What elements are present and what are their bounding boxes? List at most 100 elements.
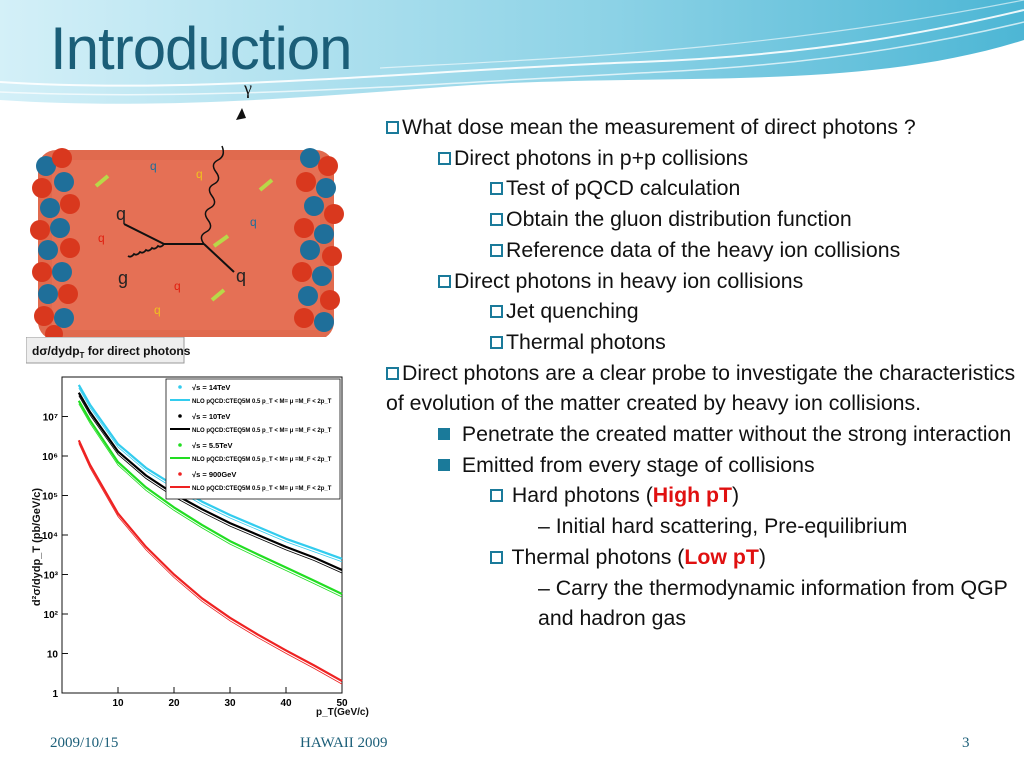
y-tick-label: 10² [44, 610, 59, 621]
square-bullet-icon [386, 121, 399, 134]
bullet-highlight: High pT [652, 483, 733, 508]
bullet-item: Hard photons (High pT) [386, 480, 1016, 511]
y-tick-label: 10 [47, 650, 59, 661]
bullet-text: Reference data of the heavy ion collisio… [506, 237, 901, 262]
series-line [77, 439, 343, 683]
bullet-text-tail: ) [732, 483, 740, 508]
svg-text:q: q [154, 303, 161, 317]
bullet-text: Direct photons are a clear probe to inve… [386, 360, 1016, 416]
series-band [78, 395, 343, 574]
bullet-highlight: Low pT [684, 544, 759, 569]
collision-diagram: γ q g q q q q q q q [30, 78, 344, 340]
nucleus-right [292, 148, 344, 332]
series-band [78, 403, 343, 598]
bullet-item: Emitted from every stage of collisions [386, 450, 1016, 481]
bullet-text: Penetrate the created matter without the… [456, 422, 1012, 447]
legend-label: √s = 14TeV [192, 383, 230, 392]
bullet-item: Thermal photons [386, 327, 1016, 358]
svg-text:q: q [150, 159, 157, 173]
svg-text:q: q [250, 215, 257, 229]
footer-date: 2009/10/15 [50, 735, 119, 751]
nucleus-left [30, 148, 80, 340]
slide-number: 3 [962, 735, 970, 751]
legend-label: √s = 10TeV [192, 412, 230, 421]
square-bullet-icon [490, 182, 503, 196]
legend-line-label: NLO pQCD:CTEQ5M 0.5 p_T < M= μ =M_F < 2p… [192, 428, 332, 434]
plot-xlabel: p_T(GeV/c) [316, 707, 369, 718]
bullet-item: Penetrate the created matter without the… [386, 419, 1016, 450]
square-bullet-icon [438, 151, 451, 165]
bullet-item: Direct photons are a clear probe to inve… [386, 358, 1016, 419]
legend-label: √s = 5.5TeV [192, 441, 232, 450]
cross-section-plot: dσ/dydpT for direct photons d²σ/dydp_T (… [26, 337, 382, 725]
svg-text:q: q [174, 279, 181, 293]
square-bullet-icon [490, 305, 503, 319]
series-line [77, 384, 343, 560]
y-tick-label: 1 [52, 689, 58, 700]
bullet-text: What dose mean the measurement of direct… [402, 115, 916, 139]
plot-curves [77, 384, 343, 685]
legend-line-label: NLO pQCD:CTEQ5M 0.5 p_T < M= μ =M_F < 2p… [192, 486, 332, 492]
bullet-text: Emitted from every stage of collisions [456, 452, 815, 477]
series-band [78, 443, 343, 685]
y-tick-label: 10³ [44, 571, 59, 582]
bullet-text: Direct photons in heavy ion collisions [454, 268, 804, 293]
quark-label: q [116, 204, 126, 224]
header-wave [0, 0, 1024, 104]
bullet-text: Thermal photons ( [506, 544, 685, 569]
legend-line-label: NLO pQCD:CTEQ5M 0.5 p_T < M= μ =M_F < 2p… [192, 399, 332, 405]
legend-label: √s = 900GeV [192, 470, 236, 479]
legend-marker [178, 443, 182, 447]
series-line [77, 400, 343, 595]
bullet-item: Direct photons in heavy ion collisions [386, 266, 1016, 297]
bullet-item: Test of pQCD calculation [386, 173, 1016, 204]
bullet-text: Jet quenching [506, 299, 639, 324]
bullet-item: Thermal photons (Low pT) [386, 542, 1016, 573]
x-tick-label: 30 [224, 698, 236, 709]
bullet-item: – Initial hard scattering, Pre-equilibri… [386, 511, 1016, 542]
square-bullet-icon [490, 550, 503, 564]
bullet-text-tail: ) [758, 544, 766, 569]
y-tick-label: 10⁶ [42, 452, 58, 463]
bullet-text: Thermal photons [506, 329, 666, 354]
y-tick-label: 10⁷ [43, 413, 58, 424]
plot-xticks: 10 20 30 40 50 [112, 687, 348, 709]
bullet-text: – Carry the thermodynamic information fr… [538, 575, 1008, 631]
square-bullet-icon [490, 213, 503, 227]
legend-marker [178, 385, 182, 389]
plot-ylabel: d²σ/dydp_T (pb/GeV/c) [31, 488, 43, 606]
square-bullet-icon [386, 366, 399, 380]
bullet-item: Obtain the gluon distribution function [386, 204, 1016, 235]
x-tick-label: 20 [168, 698, 180, 709]
slide-title: Introduction [50, 15, 353, 82]
bullet-text: Obtain the gluon distribution function [506, 207, 852, 232]
plot-yticks: 1 10 10² 10³ 10⁴ 10⁵ 10⁶ 10⁷ [42, 413, 68, 700]
bullet-item: Jet quenching [386, 296, 1016, 327]
filled-square-bullet-icon [438, 428, 450, 441]
photon-label: γ [243, 78, 252, 98]
series-line [77, 392, 343, 572]
bullet-list: What dose mean the measurement of direct… [386, 112, 1016, 634]
plot-legend: √s = 14TeV NLO pQCD:CTEQ5M 0.5 p_T < M= μ… [165, 378, 341, 500]
legend-marker [178, 472, 182, 476]
bullet-text: Hard photons ( [506, 483, 653, 508]
svg-text:q: q [196, 167, 203, 181]
svg-text:q: q [98, 231, 105, 245]
quark-out-label: q [236, 266, 246, 286]
gluon-label: g [118, 268, 128, 288]
bullet-item: – Carry the thermodynamic information fr… [386, 573, 1016, 634]
bullet-item: Reference data of the heavy ion collisio… [386, 235, 1016, 266]
x-tick-label: 10 [112, 698, 124, 709]
legend-marker [178, 414, 182, 418]
footer-title: HAWAII 2009 [300, 735, 388, 751]
bullet-text: – Initial hard scattering, Pre-equilibri… [538, 514, 908, 539]
bullet-item: Direct photons in p+p collisions [386, 143, 1016, 174]
legend-line-label: NLO pQCD:CTEQ5M 0.5 p_T < M= μ =M_F < 2p… [192, 457, 332, 463]
bullet-item: What dose mean the measurement of direct… [386, 112, 1016, 143]
square-bullet-icon [490, 489, 503, 503]
y-tick-label: 10⁴ [42, 531, 58, 542]
bullet-text: Direct photons in p+p collisions [454, 145, 749, 170]
square-bullet-icon [438, 274, 451, 288]
plot-title: dσ/dydpT for direct photons [32, 344, 191, 360]
filled-square-bullet-icon [438, 458, 450, 471]
